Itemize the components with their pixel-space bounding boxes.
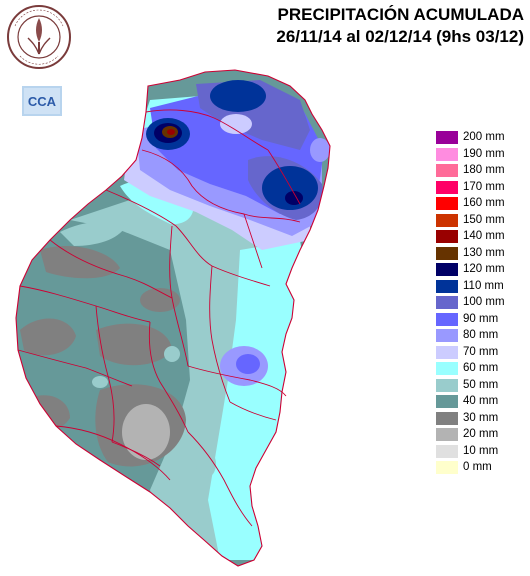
zone-30mm [20,318,76,356]
legend-swatch [436,131,458,144]
legend-label: 180 mm [463,164,505,176]
legend-item: 0 mm [436,461,528,478]
map-title: PRECIPITACIÓN ACUMULADA 26/11/14 al 02/1… [204,4,524,48]
zone-150mm [167,129,175,135]
legend-label: 160 mm [463,197,505,209]
legend-swatch [436,197,458,210]
legend-label: 130 mm [463,246,505,259]
legend-item: 50 mm [436,378,528,396]
legend-swatch [436,279,458,293]
svg-text:CCA: CCA [28,94,57,109]
zone-30mm [40,246,120,279]
legend-item: 160 mm [436,197,528,214]
legend-label: 50 mm [463,378,499,391]
legend-swatch [436,213,458,227]
legend-item: 20 mm [436,428,528,445]
legend-item: 100 mm [436,296,528,313]
legend-item: 190 mm [436,147,528,165]
legend-swatch [436,411,458,425]
legend-item: 130 mm [436,246,528,264]
legend-item: 140 mm [436,230,528,247]
legend-swatch [436,246,458,260]
legend-label: 140 mm [463,230,505,242]
legend-item: 60 mm [436,362,528,379]
legend-item: 170 mm [436,180,528,198]
legend-swatch [436,329,458,342]
legend-swatch [436,345,458,359]
legend-item: 90 mm [436,312,528,330]
precipitation-legend: 200 mm 190 mm 180 mm 170 mm 160 mm 150 mm 140 … [436,131,528,478]
zone-50mm [196,450,216,478]
zone-30mm [96,323,172,366]
title-line-1: PRECIPITACIÓN ACUMULADA [277,5,525,24]
cca-logo: CCA [22,86,62,116]
zone-80mm [310,138,330,162]
legend-swatch [436,444,458,458]
legend-item: 150 mm [436,213,528,231]
legend-item: 120 mm [436,263,528,280]
legend-swatch [436,230,458,243]
legend-item: 70 mm [436,345,528,363]
legend-label: 70 mm [463,345,499,358]
zone-110mm [262,166,318,210]
legend-label: 90 mm [463,312,499,325]
legend-label: 120 mm [463,263,505,275]
legend-label: 100 mm [463,296,505,308]
legend-swatch [436,296,458,309]
legend-swatch [436,428,458,441]
zone-60mm [208,240,310,560]
zone-50mm [164,346,180,362]
legend-item: 30 mm [436,411,528,429]
legend-label: 40 mm [463,395,499,407]
legend-label: 60 mm [463,362,499,374]
legend-swatch [436,164,458,177]
legend-label: 30 mm [463,411,499,424]
legend-swatch [436,461,458,474]
zone-20mm [122,404,170,460]
legend-swatch [436,312,458,326]
legend-swatch [436,263,458,276]
legend-label: 110 mm [463,279,504,292]
zone-30mm [140,288,180,312]
zone-50mm [92,376,108,388]
legend-item: 80 mm [436,329,528,346]
legend-label: 0 mm [463,461,492,473]
zone-70mm [220,114,252,134]
legend-label: 190 mm [463,147,505,160]
legend-item: 180 mm [436,164,528,181]
legend-swatch [436,362,458,375]
legend-label: 10 mm [463,444,499,457]
legend-label: 200 mm [463,131,505,143]
legend-label: 150 mm [463,213,505,226]
legend-item: 10 mm [436,444,528,462]
bolsa-cereales-seal-logo [7,5,71,69]
legend-swatch [436,147,458,161]
legend-label: 20 mm [463,428,499,440]
legend-item: 40 mm [436,395,528,412]
zone-borders [15,69,331,567]
legend-item: 200 mm [436,131,528,148]
zone-110mm [210,80,266,112]
legend-swatch [436,180,458,194]
legend-swatch [436,395,458,408]
zone-90mm [236,354,260,374]
zone-50mm [60,221,126,246]
title-line-2: 26/11/14 al 02/12/14 (9hs 03/12) [276,27,524,46]
zone-50mm [176,510,204,530]
legend-item: 110 mm [436,279,528,297]
legend-swatch [436,378,458,392]
legend-label: 80 mm [463,329,499,341]
legend-label: 170 mm [463,180,505,193]
